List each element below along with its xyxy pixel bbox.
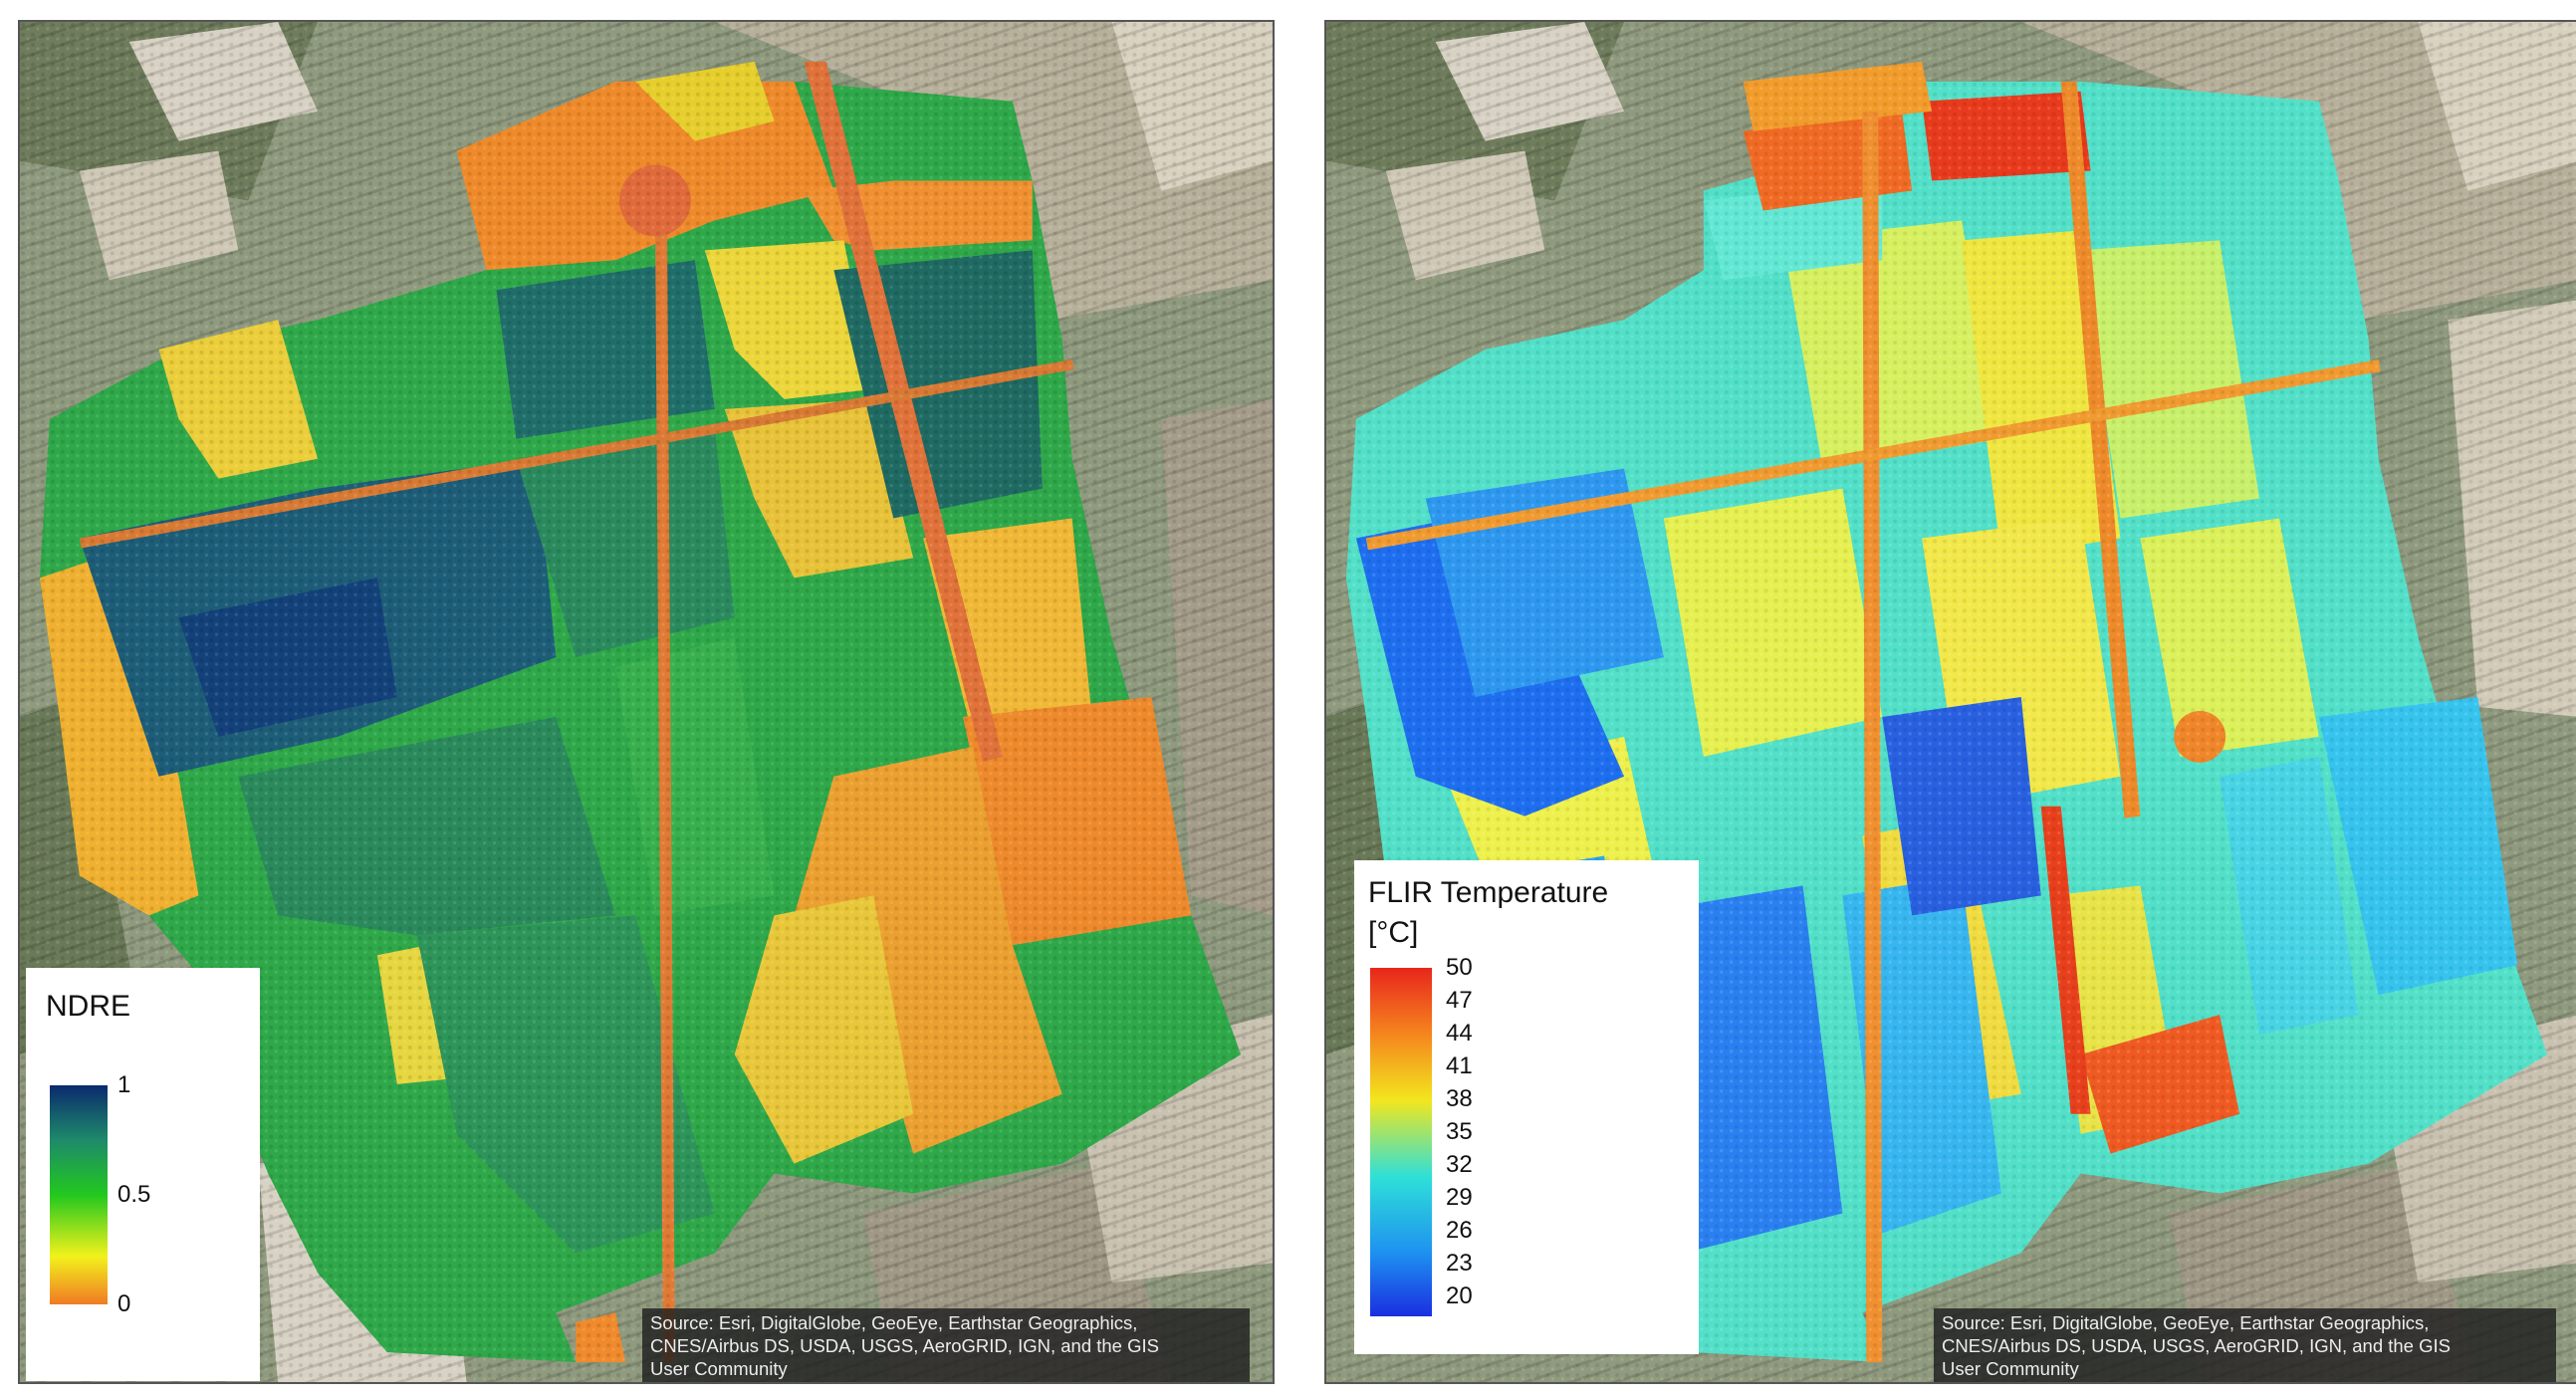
attribution-line-2: CNES/Airbus DS, USDA, USGS, AeroGRID, IG… [1942, 1335, 2451, 1356]
flir-tick-47: 47 [1446, 987, 1473, 1014]
ndre-color-ramp [50, 1085, 108, 1304]
attribution-line-3: User Community [1942, 1358, 2079, 1379]
ndre-map-image [20, 22, 1273, 1382]
ndre-tick-0-5: 0.5 [117, 1181, 151, 1208]
ndre-map-panel: NDRE 1 0.5 0 Source: Esri, DigitalGlobe,… [18, 20, 1275, 1384]
attribution-line-1: Source: Esri, DigitalGlobe, GeoEye, Eart… [1942, 1312, 2430, 1333]
ndre-legend-title: NDRE [46, 990, 131, 1023]
attribution-line-2: CNES/Airbus DS, USDA, USGS, AeroGRID, IG… [650, 1335, 1159, 1356]
attribution-line-3: User Community [650, 1358, 788, 1379]
flir-color-ramp [1370, 968, 1432, 1316]
flir-tick-41: 41 [1446, 1052, 1473, 1079]
flir-tick-29: 29 [1446, 1184, 1473, 1211]
flir-legend: FLIR Temperature [°C] 50 47 44 41 38 35 32 29 26… [1354, 860, 1699, 1354]
ndre-tick-0: 0 [117, 1290, 131, 1317]
flir-tick-50: 50 [1446, 954, 1473, 981]
flir-legend-unit: [°C] [1368, 916, 1419, 949]
flir-tick-44: 44 [1446, 1020, 1473, 1047]
ndre-legend: NDRE 1 0.5 0 [26, 968, 260, 1381]
ndre-attribution: Source: Esri, DigitalGlobe, GeoEye, Eart… [642, 1308, 1250, 1382]
attribution-line-1: Source: Esri, DigitalGlobe, GeoEye, Eart… [650, 1312, 1138, 1333]
ndre-tick-1: 1 [117, 1071, 131, 1098]
flir-attribution: Source: Esri, DigitalGlobe, GeoEye, Eart… [1934, 1308, 2556, 1382]
flir-tick-20: 20 [1446, 1282, 1473, 1309]
flir-tick-32: 32 [1446, 1151, 1473, 1178]
flir-tick-23: 23 [1446, 1250, 1473, 1277]
flir-tick-38: 38 [1446, 1085, 1473, 1112]
flir-tick-26: 26 [1446, 1217, 1473, 1244]
flir-legend-title: FLIR Temperature [1368, 876, 1609, 909]
flir-map-panel: FLIR Temperature [°C] 50 47 44 41 38 35 32 29 26… [1324, 20, 2576, 1384]
flir-tick-35: 35 [1446, 1118, 1473, 1145]
